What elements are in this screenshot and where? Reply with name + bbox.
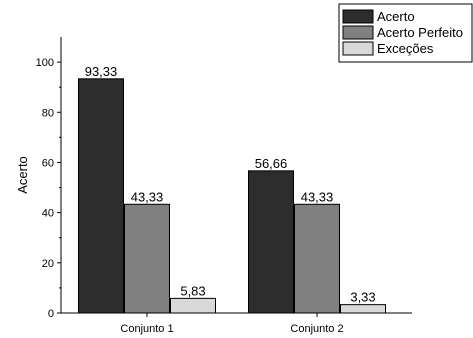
legend-label-acerto: Acerto [377, 9, 415, 24]
x-axis: Conjunto 1 Conjunto 2 [61, 312, 412, 335]
y-tick-label: 40 [42, 208, 54, 220]
legend-swatch-acerto-perfeito [342, 25, 374, 40]
data-labels-group: 93,33 43,33 5,83 56,66 43,33 3,33 [85, 64, 376, 305]
y-axis-title: Acerto [15, 156, 30, 194]
legend-swatch-exce-es [342, 41, 374, 56]
legend-label-acerto-perfeito: Acerto Perfeito [377, 25, 463, 40]
legend-label-exce-es: Exceções [377, 41, 434, 56]
y-tick-label: 100 [36, 57, 54, 69]
y-axis: 0 20 40 60 80 100 [36, 37, 62, 320]
bar-exce-es-2 [340, 304, 386, 314]
data-label-acerto-1: 93,33 [85, 64, 118, 79]
bar-exce-es-1 [170, 297, 216, 314]
y-tick-label: 0 [48, 308, 54, 320]
x-tick-label: Conjunto 1 [120, 323, 173, 335]
bar-acerto-perfeito-2 [294, 203, 340, 314]
bar-acerto-1 [78, 78, 124, 314]
bars-group [78, 78, 386, 314]
y-tick-label: 20 [42, 258, 54, 270]
y-tick-label: 60 [42, 157, 54, 169]
data-label-exce-es-2: 3,33 [350, 290, 375, 305]
y-tick-label: 80 [42, 107, 54, 119]
bar-acerto-2 [248, 170, 294, 314]
data-label-exce-es-1: 5,83 [180, 283, 205, 298]
data-label-acerto-2: 56,66 [255, 156, 288, 171]
legend-swatch-acerto [342, 9, 374, 24]
data-label-acerto-perfeito-1: 43,33 [131, 189, 164, 204]
x-tick-label: Conjunto 2 [290, 323, 343, 335]
data-label-acerto-perfeito-2: 43,33 [301, 189, 334, 204]
bar-acerto-perfeito-1 [124, 203, 170, 314]
